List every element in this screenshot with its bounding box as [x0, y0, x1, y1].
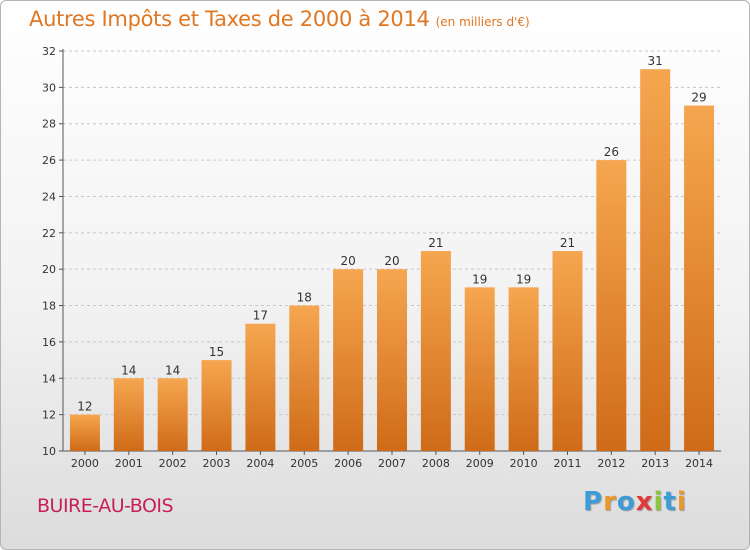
x-tick-label: 2004	[246, 457, 274, 470]
x-tick-label: 2011	[553, 457, 581, 470]
y-tick-label: 10	[42, 445, 56, 458]
x-tick-label: 2001	[115, 457, 143, 470]
bar	[464, 287, 495, 451]
x-tick-label: 2009	[466, 457, 494, 470]
y-tick-label: 26	[42, 154, 56, 167]
data-label: 14	[165, 363, 180, 377]
data-label: 15	[209, 345, 224, 359]
logo-letter: P	[583, 487, 604, 517]
bar	[552, 251, 583, 451]
bar	[420, 251, 451, 451]
data-label: 20	[384, 254, 399, 268]
logo-letter: t	[663, 487, 677, 517]
bar	[69, 414, 100, 451]
x-tick-label: 2006	[334, 457, 362, 470]
bar	[289, 305, 320, 451]
bar	[245, 323, 276, 451]
data-label: 21	[428, 236, 443, 250]
commune-name: BUIRE-AU-BOIS	[37, 495, 174, 517]
y-tick-label: 32	[42, 45, 56, 58]
y-tick-label: 20	[42, 263, 56, 276]
y-tick-label: 14	[42, 372, 56, 385]
data-label: 20	[340, 254, 355, 268]
data-labels: 12 14 14 15 17 18 20 20 21 19 19 21 26 31 29	[77, 54, 706, 413]
chart-title: Autres Impôts et Taxes de 2000 à 2014 (en…	[29, 7, 530, 31]
logo-letter: r	[603, 487, 617, 517]
data-label: 19	[472, 272, 487, 286]
x-tick-label: 2007	[378, 457, 406, 470]
logo-letter: i	[653, 487, 664, 517]
y-tick-label: 22	[42, 227, 56, 240]
y-tick-label: 28	[42, 118, 56, 131]
x-tick-label: 2005	[290, 457, 318, 470]
bar	[157, 378, 188, 451]
data-label: 26	[604, 145, 619, 159]
y-tick-label: 16	[42, 336, 56, 349]
x-tick-label: 2003	[203, 457, 231, 470]
data-label: 19	[516, 272, 531, 286]
bar	[377, 269, 407, 451]
y-tick-label: 30	[42, 81, 56, 94]
x-tick-label: 2013	[641, 457, 669, 470]
y-tick-label: 18	[42, 300, 56, 313]
chart-title-text: Autres Impôts et Taxes de 2000 à 2014	[29, 7, 430, 31]
data-label: 18	[297, 291, 312, 305]
y-tick-label: 24	[42, 190, 56, 203]
bars	[69, 69, 715, 451]
x-tick-label: 2008	[422, 457, 450, 470]
bar	[508, 287, 539, 451]
bar	[684, 105, 715, 451]
x-tick-label: 2002	[159, 457, 187, 470]
x-tick-label: 2010	[510, 457, 538, 470]
y-tick-label: 12	[42, 409, 56, 422]
bar	[596, 160, 627, 451]
data-label: 17	[253, 309, 268, 323]
data-label: 31	[648, 54, 663, 68]
proxiti-logo: Proxiti	[583, 487, 687, 517]
logo-letter: i	[676, 487, 687, 517]
logo-letter: o	[616, 487, 636, 517]
logo-letter: x	[635, 487, 654, 517]
bar	[113, 378, 144, 451]
data-label: 29	[691, 91, 706, 105]
bar	[333, 269, 364, 451]
data-label: 21	[560, 236, 575, 250]
data-label: 14	[121, 363, 136, 377]
bar	[201, 360, 232, 451]
chart-unit: (en milliers d'€)	[435, 15, 530, 29]
x-tick-label: 2014	[685, 457, 713, 470]
bar	[640, 69, 671, 451]
data-label: 12	[77, 400, 92, 414]
x-tick-label: 2000	[71, 457, 99, 470]
x-tick-label: 2012	[597, 457, 625, 470]
